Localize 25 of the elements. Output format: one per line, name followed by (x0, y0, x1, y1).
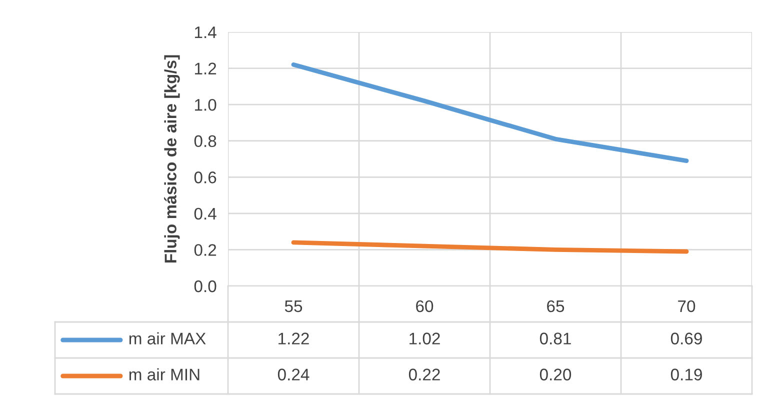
data-label: 0.69 (670, 332, 702, 344)
legend-label: m air MIN (129, 368, 200, 380)
data-label: 1.02 (410, 332, 440, 344)
data-label: 0.22 (408, 368, 440, 380)
data-label: 0.20 (540, 368, 572, 380)
y-tick-label: 0.0 (194, 280, 216, 292)
x-tick-label: 65 (547, 300, 564, 312)
y-axis-title: Flujo másico de aire [kg/s] (164, 55, 180, 263)
y-tick-label: 1.0 (194, 98, 216, 111)
y-tick-label: 1.4 (194, 26, 216, 38)
data-label: 0.24 (278, 368, 310, 380)
x-tick-label: 55 (284, 300, 302, 312)
y-tick-label: 0.8 (194, 135, 216, 148)
legend-label: m air MAX (129, 332, 206, 344)
y-tick-label: 0.6 (194, 172, 216, 184)
data-label: 0.19 (670, 368, 702, 380)
line-series (291, 240, 689, 254)
y-tick-label: 0.2 (194, 244, 216, 256)
data-label: 1.22 (278, 332, 309, 344)
x-tick-label: 70 (678, 300, 696, 312)
data-label: 0.81 (540, 332, 571, 344)
y-tick-label: 0.4 (194, 208, 216, 220)
y-tick-label: 1.2 (194, 62, 216, 74)
line-series (291, 62, 689, 164)
x-tick-label: 60 (416, 300, 434, 312)
